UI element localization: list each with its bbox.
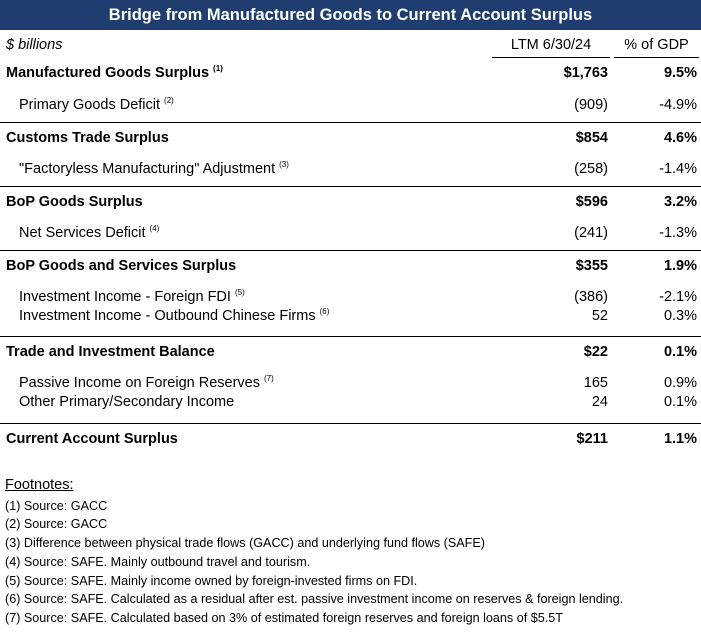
table-row: Net Services Deficit (4) (241) -1.3% [0,218,701,250]
row-pct: -4.9% [659,97,697,113]
footnote-ref: (5) [234,288,245,298]
row-label: Customs Trade Surplus [6,130,169,146]
bridge-table: Manufactured Goods Surplus (1) $1,763 9.… [0,58,701,455]
table-row: Trade and Investment Balance $22 0.1% [0,336,701,368]
units-label: $ billions [6,37,63,53]
row-pct: 0.1% [663,344,697,360]
row-value: 165 [583,375,608,391]
row-label: Net Services Deficit [19,225,146,241]
footnote-item: (4) Source: SAFE. Mainly outbound travel… [5,554,311,569]
row-label: Passive Income on Foreign Reserves [19,375,260,391]
row-label: Investment Income - Foreign FDI [19,289,231,305]
table-row: Current Account Surplus $211 1.1% [0,423,701,455]
footnote-item: (6) Source: SAFE. Calculated as a residu… [5,592,624,607]
table-row: Customs Trade Surplus $854 4.6% [0,122,701,154]
footnote-ref: (2) [164,96,174,106]
column-header-ltm: LTM 6/30/24 [510,37,592,53]
column-header-pct-gdp: % of GDP [624,37,689,53]
footnote-item: (2) Source: GACC [5,517,108,532]
footnote-item: (1) Source: GACC [5,498,108,513]
table-row: Investment Income - Outbound Chinese Fir… [0,305,701,336]
footnote-ref: (3) [279,160,289,170]
footnotes-title: Footnotes: [5,477,74,493]
row-pct: 9.5% [663,65,697,81]
row-value: 24 [591,394,608,410]
footnote-item: (5) Source: SAFE. Mainly income owned by… [5,573,418,588]
row-pct: 1.1% [663,431,697,447]
row-value: $1,763 [563,65,608,81]
column-header-underline [614,57,699,58]
table-row: Passive Income on Foreign Reserves (7) 1… [0,368,701,391]
header-row: $ billions LTM 6/30/24 % of GDP [0,30,701,58]
row-pct: 3.2% [663,194,697,210]
row-label: Other Primary/Secondary Income [19,394,235,410]
row-value: (909) [574,97,608,113]
footnote-ref: (7) [264,374,274,384]
row-pct: 1.9% [663,258,697,274]
row-value: $355 [575,258,608,274]
table-row: Investment Income - Foreign FDI (5) (386… [0,282,701,305]
row-pct: 4.6% [663,130,697,146]
row-value: $596 [575,194,608,210]
footnote-ref: (6) [319,307,330,317]
table-row: Manufactured Goods Surplus (1) $1,763 9.… [0,58,701,90]
table-row: BoP Goods and Services Surplus $355 1.9% [0,250,701,282]
footnote-ref: (1) [213,64,223,74]
row-pct: -2.1% [659,289,697,305]
row-value: (258) [574,161,608,177]
table-title: Bridge from Manufactured Goods to Curren… [0,0,701,30]
row-label: Investment Income - Outbound Chinese Fir… [19,308,316,324]
row-label: Manufactured Goods Surplus [6,65,210,81]
row-pct: -1.4% [659,161,697,177]
footnote-ref: (4) [149,224,160,234]
row-pct: 0.1% [663,394,697,410]
row-label: BoP Goods and Services Surplus [6,258,237,274]
row-label: Trade and Investment Balance [6,344,215,360]
row-value: (386) [574,289,608,305]
table-row: "Factoryless Manufacturing" Adjustment (… [0,154,701,186]
table-row: BoP Goods Surplus $596 3.2% [0,186,701,218]
row-pct: 0.3% [663,308,697,324]
footnote-item: (3) Difference between physical trade fl… [5,536,485,551]
row-label: "Factoryless Manufacturing" Adjustment [19,161,276,177]
row-value: (241) [574,225,608,241]
table-row: Other Primary/Secondary Income 24 0.1% [0,391,701,423]
row-value: $211 [576,431,608,447]
row-label: Current Account Surplus [6,431,178,447]
row-value: 52 [591,308,608,324]
row-pct: 0.9% [663,375,697,391]
row-value: $22 [583,344,608,360]
column-header-underline [492,57,610,58]
row-label: Primary Goods Deficit [19,97,161,113]
row-pct: -1.3% [659,225,697,241]
footnote-item: (7) Source: SAFE. Calculated based on 3%… [5,610,563,625]
table-row: Primary Goods Deficit (2) (909) -4.9% [0,90,701,122]
footnotes: Footnotes: (1) Source: GACC (2) Source: … [5,476,623,628]
row-label: BoP Goods Surplus [6,194,143,210]
row-value: $854 [575,130,608,146]
